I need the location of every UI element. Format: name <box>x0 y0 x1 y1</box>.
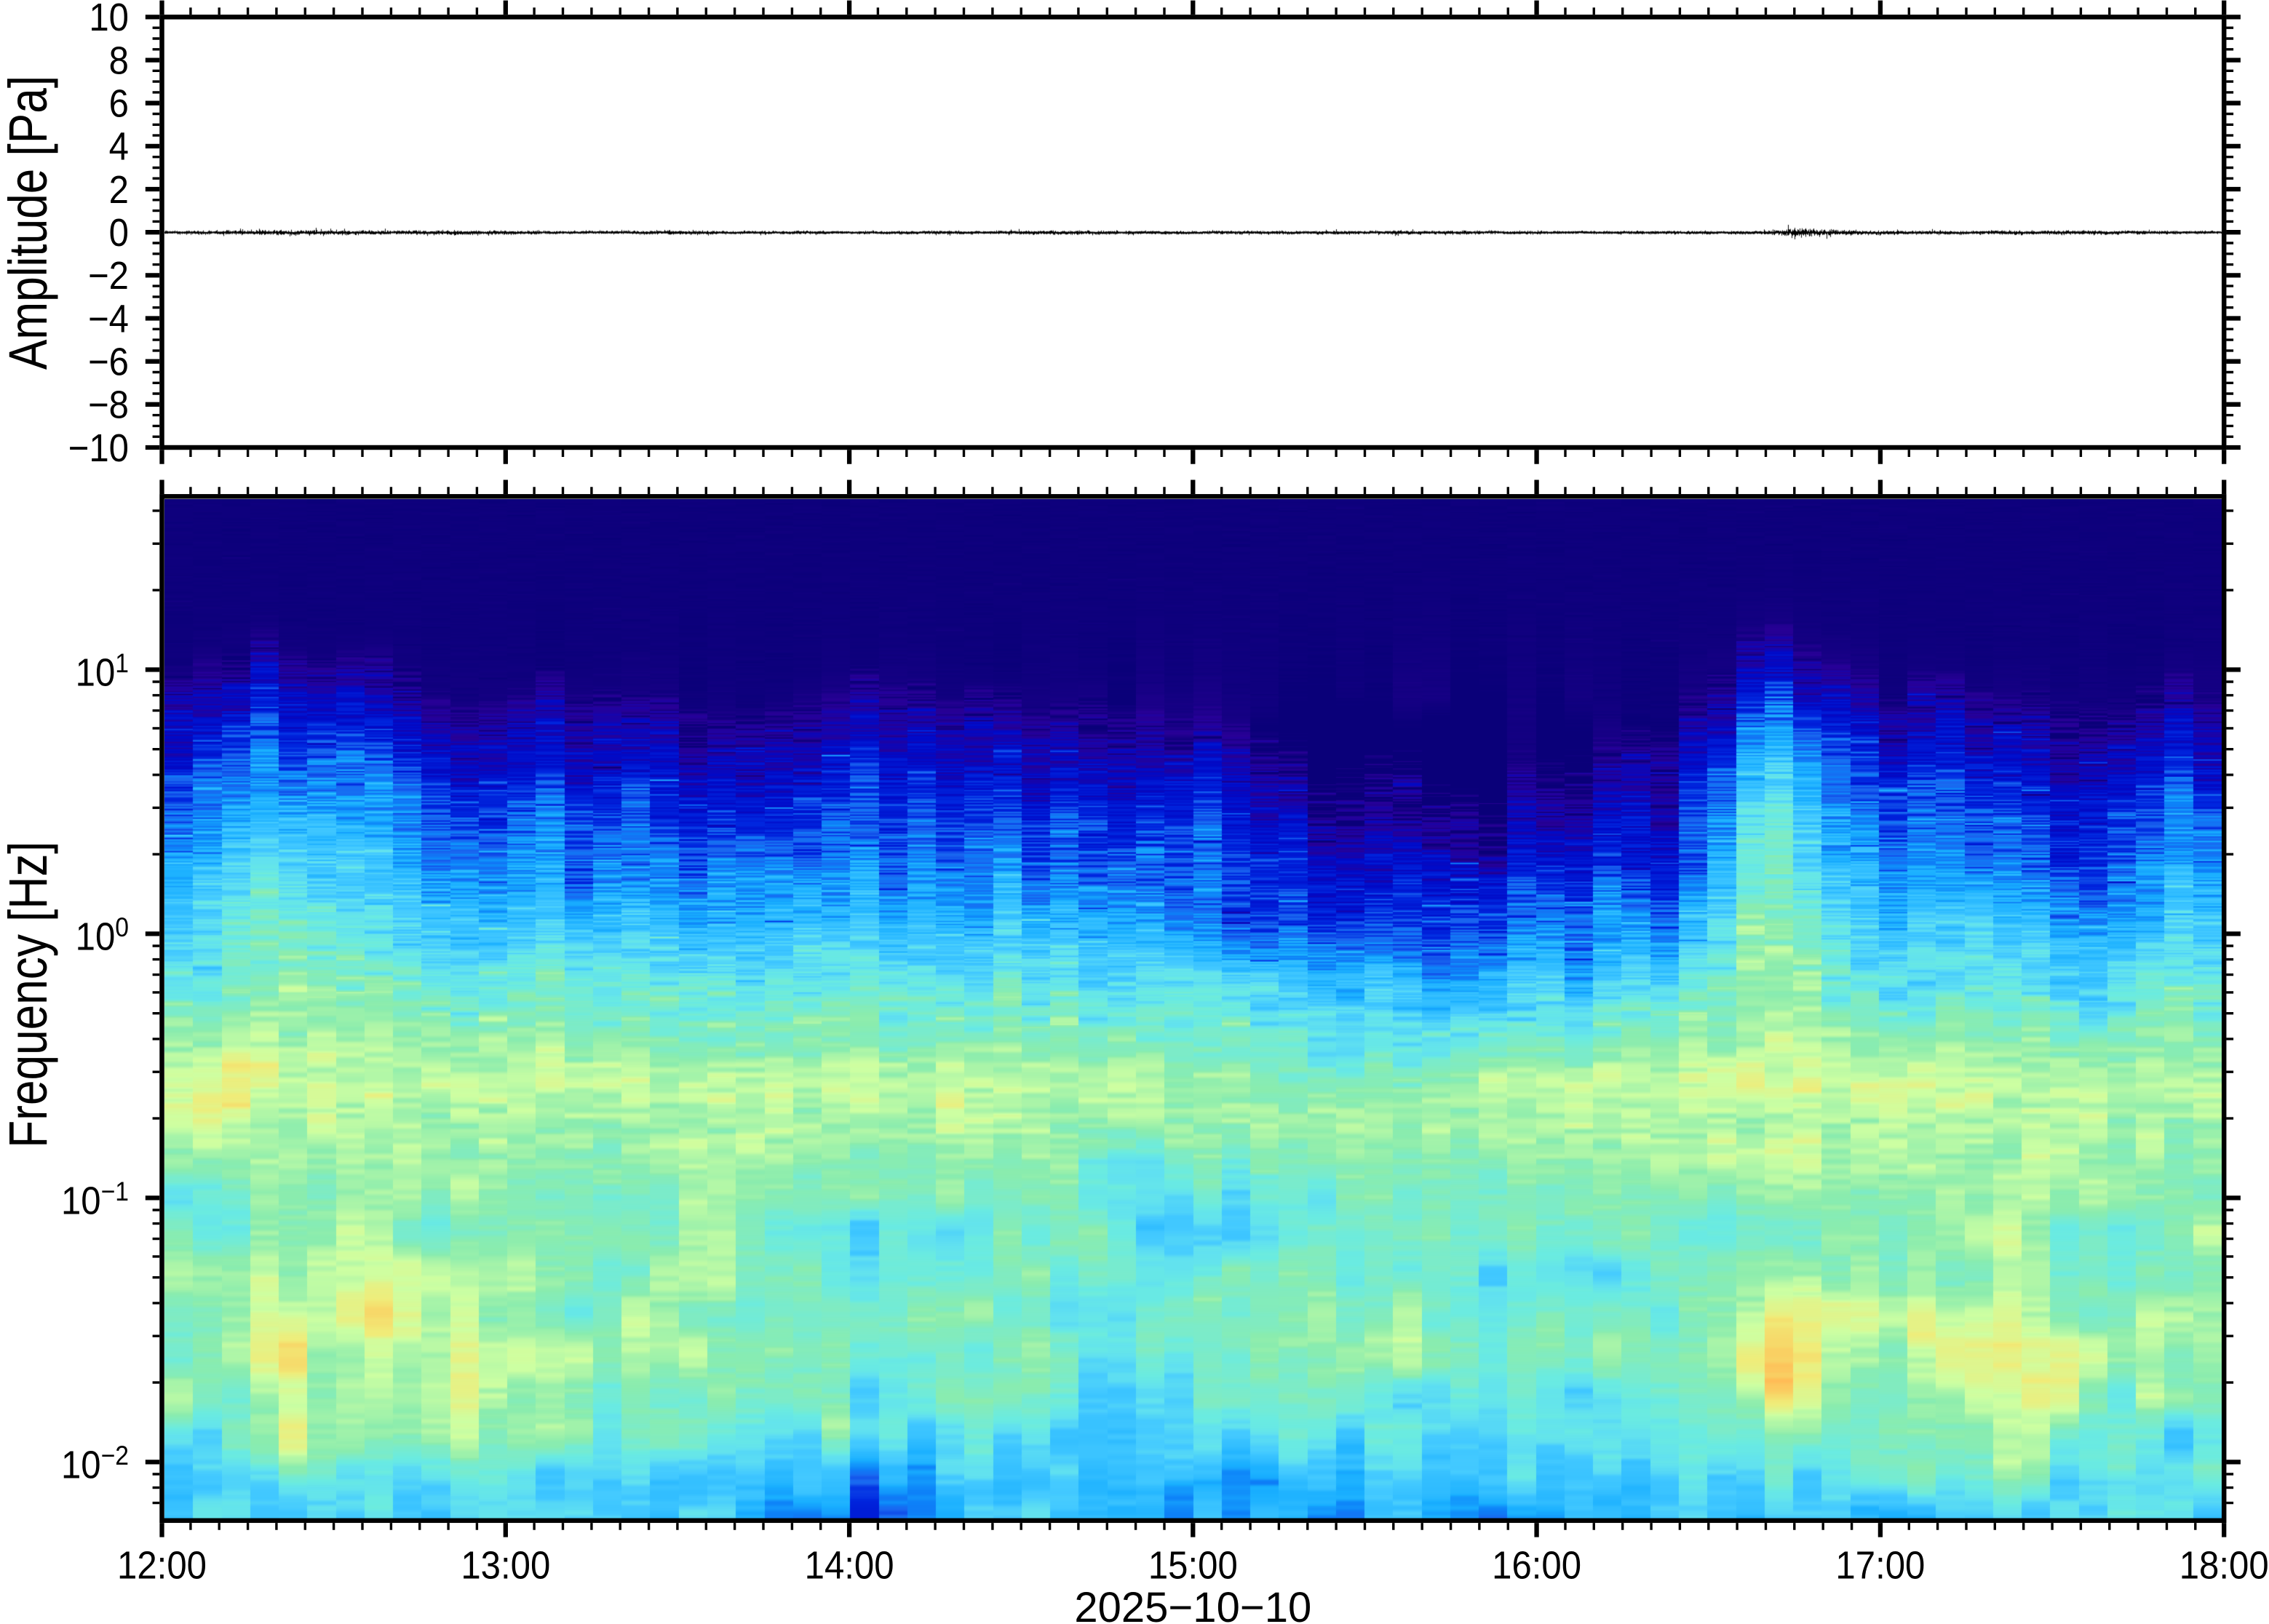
svg-text:4: 4 <box>109 124 129 168</box>
svg-text:2: 2 <box>109 167 129 212</box>
svg-text:−4: −4 <box>88 296 129 341</box>
svg-text:14:00: 14:00 <box>805 1543 894 1587</box>
svg-text:6: 6 <box>109 81 129 125</box>
svg-text:Frequency [Hz]: Frequency [Hz] <box>0 841 58 1147</box>
svg-text:10−1: 10−1 <box>61 1177 129 1222</box>
svg-text:12:00: 12:00 <box>117 1543 207 1587</box>
svg-text:17:00: 17:00 <box>1835 1543 1925 1587</box>
svg-text:100: 100 <box>76 913 129 958</box>
svg-text:−8: −8 <box>88 382 129 426</box>
svg-text:−6: −6 <box>88 339 129 383</box>
svg-text:13:00: 13:00 <box>461 1543 550 1587</box>
svg-text:0: 0 <box>109 210 129 255</box>
svg-text:8: 8 <box>109 38 129 82</box>
svg-text:−2: −2 <box>88 253 129 298</box>
svg-text:Amplitude [Pa]: Amplitude [Pa] <box>0 76 58 370</box>
svg-text:−10: −10 <box>68 426 129 470</box>
svg-text:101: 101 <box>76 649 129 694</box>
svg-text:10−2: 10−2 <box>61 1441 129 1486</box>
svg-text:16:00: 16:00 <box>1492 1543 1581 1587</box>
svg-text:18:00: 18:00 <box>2179 1543 2269 1587</box>
svg-text:2025−10−10: 2025−10−10 <box>1074 1584 1311 1624</box>
svg-text:10: 10 <box>89 0 129 39</box>
svg-text:15:00: 15:00 <box>1148 1543 1238 1587</box>
